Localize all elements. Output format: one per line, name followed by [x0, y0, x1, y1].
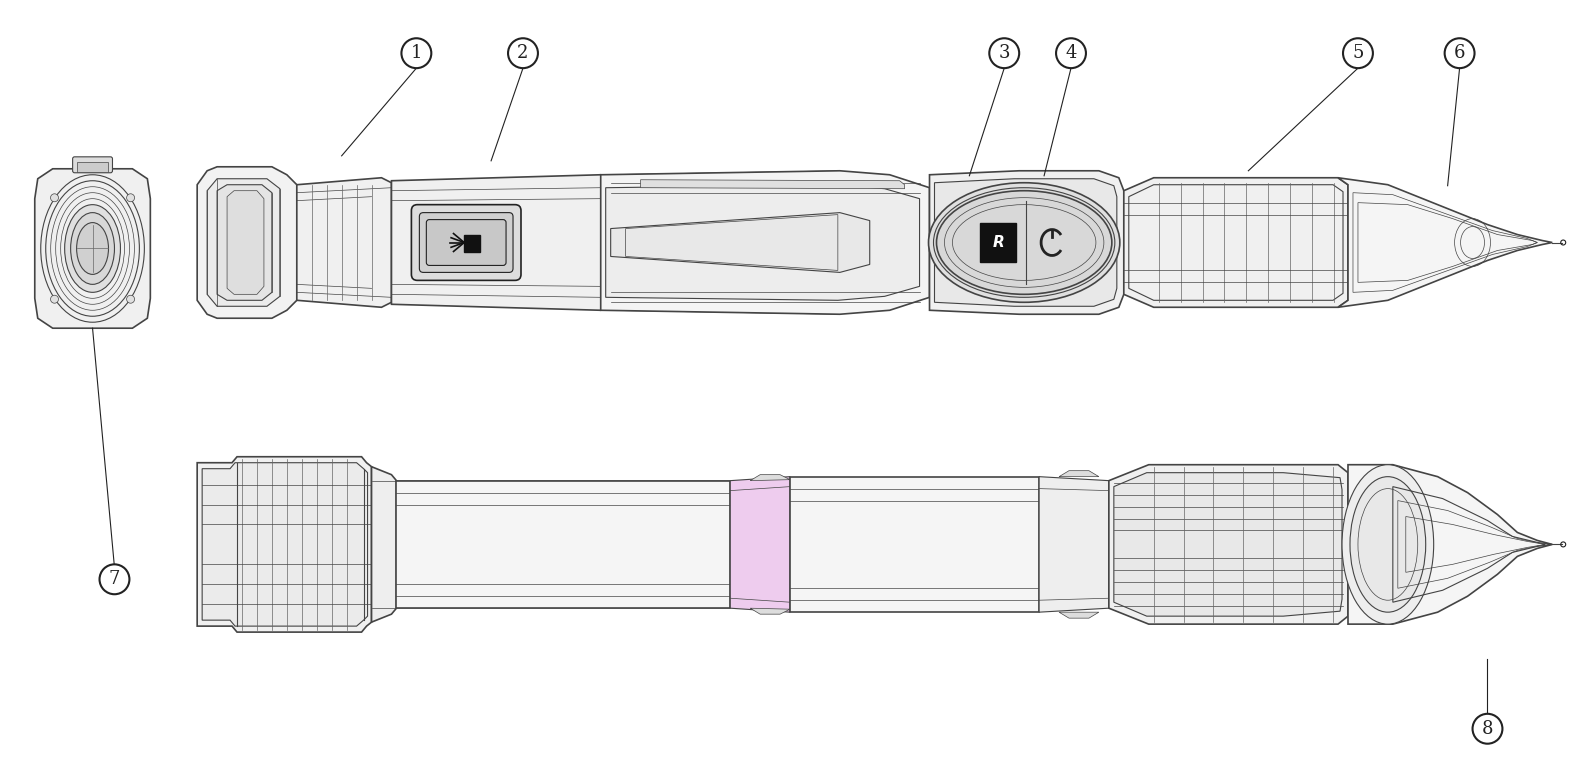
Text: 4: 4	[1066, 45, 1077, 62]
Text: 5: 5	[1352, 45, 1363, 62]
Ellipse shape	[70, 213, 115, 284]
Polygon shape	[1123, 177, 1348, 307]
Circle shape	[1343, 38, 1373, 68]
FancyBboxPatch shape	[426, 220, 506, 266]
Ellipse shape	[65, 204, 121, 293]
Text: 6: 6	[1454, 45, 1465, 62]
Polygon shape	[751, 608, 791, 614]
FancyBboxPatch shape	[420, 213, 512, 273]
Bar	[465, 234, 480, 253]
Circle shape	[127, 295, 135, 303]
Polygon shape	[202, 462, 368, 626]
Polygon shape	[391, 175, 606, 310]
Polygon shape	[298, 177, 391, 307]
Polygon shape	[641, 180, 905, 189]
Text: 8: 8	[1481, 720, 1494, 738]
Polygon shape	[1114, 472, 1343, 616]
Ellipse shape	[1351, 477, 1426, 612]
Ellipse shape	[934, 187, 1115, 297]
Circle shape	[508, 38, 538, 68]
Polygon shape	[35, 169, 150, 328]
Polygon shape	[1039, 477, 1109, 612]
Text: 1: 1	[410, 45, 422, 62]
Polygon shape	[751, 475, 791, 481]
Circle shape	[401, 38, 431, 68]
Polygon shape	[1348, 465, 1553, 624]
Polygon shape	[1338, 177, 1553, 307]
Polygon shape	[372, 467, 396, 622]
Polygon shape	[1060, 471, 1099, 477]
Circle shape	[100, 564, 129, 594]
Circle shape	[127, 194, 135, 202]
Polygon shape	[601, 170, 929, 314]
Text: R: R	[993, 235, 1004, 250]
FancyBboxPatch shape	[412, 204, 520, 280]
Text: 2: 2	[517, 45, 528, 62]
Polygon shape	[730, 477, 791, 612]
Polygon shape	[606, 185, 920, 300]
Bar	[980, 223, 1017, 263]
Circle shape	[1056, 38, 1087, 68]
Circle shape	[51, 295, 59, 303]
Ellipse shape	[929, 183, 1120, 303]
Polygon shape	[611, 213, 870, 273]
Polygon shape	[1109, 465, 1348, 624]
Ellipse shape	[937, 190, 1112, 294]
Polygon shape	[207, 179, 280, 306]
Bar	[76, 162, 108, 172]
Polygon shape	[216, 185, 272, 300]
Circle shape	[990, 38, 1020, 68]
Polygon shape	[934, 179, 1117, 306]
Polygon shape	[197, 457, 372, 632]
Polygon shape	[1060, 612, 1099, 618]
Polygon shape	[396, 481, 730, 608]
Polygon shape	[228, 190, 264, 294]
Ellipse shape	[1343, 465, 1433, 624]
FancyBboxPatch shape	[73, 157, 113, 173]
Text: 7: 7	[108, 571, 121, 588]
Polygon shape	[929, 170, 1123, 314]
Circle shape	[51, 194, 59, 202]
Polygon shape	[601, 170, 840, 314]
Polygon shape	[197, 167, 298, 318]
Text: 3: 3	[999, 45, 1010, 62]
Circle shape	[1473, 713, 1502, 743]
Circle shape	[1445, 38, 1475, 68]
Polygon shape	[396, 481, 730, 608]
Polygon shape	[791, 477, 1039, 612]
Ellipse shape	[76, 223, 108, 274]
